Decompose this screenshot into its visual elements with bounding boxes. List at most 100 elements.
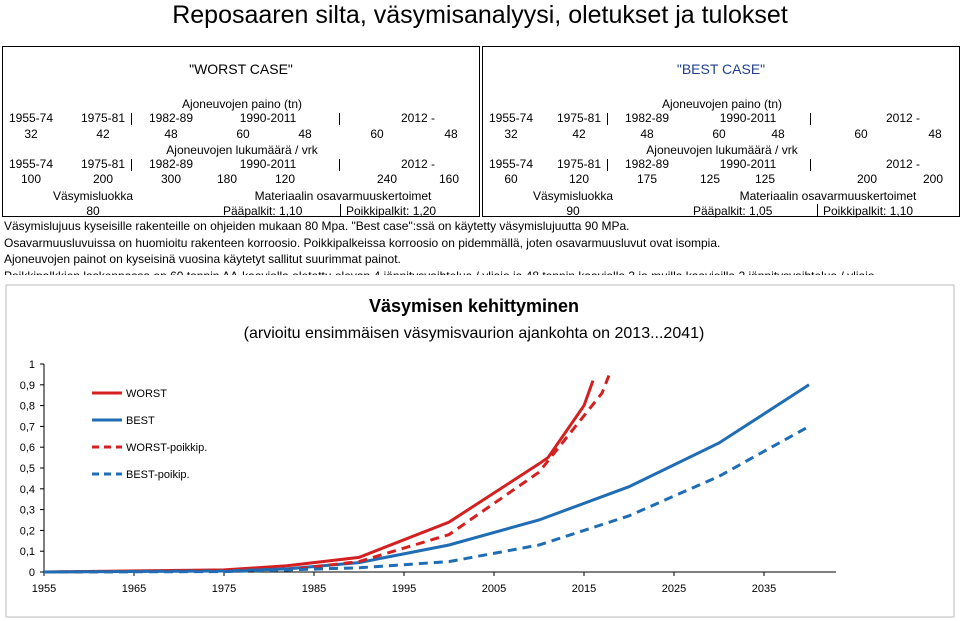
cross-beams-factor: Poikkipalkit: 1,20: [346, 204, 437, 218]
period-3: 1982-89: [624, 111, 670, 125]
count-period-1: 1955-74: [488, 157, 534, 171]
legend-label-1: WORST: [126, 388, 167, 400]
count-period-1: 1955-74: [8, 157, 54, 171]
y-tick-label: 1: [29, 359, 35, 371]
weight-4: 60: [236, 127, 250, 141]
series-line-3: [44, 369, 613, 574]
count-4: 180: [216, 172, 238, 186]
x-tick-label: 2015: [572, 583, 596, 595]
x-tick-label: 1995: [392, 583, 416, 595]
series-line-1: [44, 380, 595, 574]
count-period-2: 1975-81: [556, 157, 602, 171]
chart-subtitle: (arvioitu ensimmäisen väsymisvaurion aja…: [244, 325, 705, 342]
count-7: 160: [438, 172, 460, 186]
legend-label-2: BEST: [126, 415, 155, 427]
count-2: 200: [92, 172, 114, 186]
main-beams-factor: Pääpalkit: 1,10: [223, 204, 303, 218]
period-4: 1990-2011: [239, 111, 297, 125]
material-factors-label: Materiaalin osavarmuuskertoimet: [739, 189, 917, 203]
period-2: 1975-81: [556, 111, 602, 125]
weight-5: 48: [298, 127, 312, 141]
y-tick-label: 0,4: [20, 484, 35, 496]
x-tick-label: 2005: [482, 583, 506, 595]
x-tick-label: 1975: [212, 583, 236, 595]
count-5: 125: [754, 172, 776, 186]
y-tick-label: 0,5: [20, 463, 35, 475]
period-1: 1955-74: [8, 111, 54, 125]
material-factors-label: Materiaalin osavarmuuskertoimet: [254, 189, 432, 203]
count-period-3: 1982-89: [148, 157, 194, 171]
fatigue-class-value: 80: [86, 204, 100, 218]
count-4: 125: [699, 172, 721, 186]
y-tick-label: 0,7: [20, 421, 35, 433]
count-6: 240: [376, 172, 398, 186]
page-title: Reposaaren silta, väsymisanalyysi, oletu…: [172, 1, 788, 29]
x-tick-label: 1985: [302, 583, 326, 595]
count-5: 120: [274, 172, 296, 186]
legend-label-3: WORST-poikkip.: [126, 442, 207, 454]
y-tick-label: 0,8: [20, 401, 35, 413]
count-3: 300: [160, 172, 182, 186]
count-7: 200: [922, 172, 944, 186]
weight-2: 42: [572, 127, 586, 141]
fatigue-class-label: Väsymisluokka: [52, 189, 134, 203]
count-6: 200: [856, 172, 878, 186]
legend-label-4: BEST-poikip.: [126, 469, 190, 481]
x-tick-label: 2035: [752, 583, 776, 595]
weight-6: 60: [370, 127, 384, 141]
y-tick-label: 0,1: [20, 546, 35, 558]
weight-7: 48: [444, 127, 458, 141]
weight-3: 48: [164, 127, 178, 141]
count-period-4: 1990-2011: [239, 157, 297, 171]
weight-1: 32: [504, 127, 518, 141]
period-3: 1982-89: [148, 111, 194, 125]
best-case-heading: "BEST CASE": [676, 61, 766, 77]
chart-title: Väsymisen kehittyminen: [369, 296, 579, 316]
note-3: Ajoneuvojen painot on kyseisinä vuosina …: [4, 252, 401, 266]
x-tick-label: 1955: [32, 583, 56, 595]
y-tick-label: 0: [29, 567, 35, 579]
period-5: 2012 -: [885, 111, 921, 125]
fatigue-class-label: Väsymisluokka: [532, 189, 614, 203]
chart-series: [44, 369, 810, 574]
weight-2: 42: [96, 127, 110, 141]
weight-title: Ajoneuvojen paino (tn): [181, 97, 303, 111]
weight-7: 48: [928, 127, 942, 141]
count-period-4: 1990-2011: [719, 157, 777, 171]
count-period-5: 2012 -: [400, 157, 436, 171]
period-2: 1975-81: [80, 111, 126, 125]
count-1: 60: [504, 172, 518, 186]
count-2: 120: [568, 172, 590, 186]
best-case-panel: "BEST CASE" Ajoneuvojen paino (tn) 1955-…: [482, 46, 960, 218]
note-2: Osavarmuusluvuissa on huomioitu rakentee…: [4, 235, 721, 250]
period-4: 1990-2011: [719, 111, 777, 125]
cross-beams-factor: Poikkipalkit: 1,10: [823, 204, 914, 218]
x-tick-label: 1965: [122, 583, 146, 595]
count-title: Ajoneuvojen lukumäärä / vrk: [166, 143, 318, 157]
period-1: 1955-74: [488, 111, 534, 125]
chart-legend: WORST BEST WORST-poikkip. BEST-poikip.: [92, 388, 207, 481]
weight-title: Ajoneuvojen paino (tn): [661, 97, 783, 111]
count-1: 100: [20, 172, 42, 186]
chart-axes: 0 0,1 0,2 0,3 0,4 0,5 0,6 0,7 0,8 0,9 1 1955 1965 197…: [20, 359, 836, 595]
weight-6: 60: [854, 127, 868, 141]
worst-case-panel: "WORST CASE" Ajoneuvojen paino (tn) 1955…: [2, 46, 480, 218]
weight-4: 60: [712, 127, 726, 141]
y-tick-label: 0,2: [20, 525, 35, 537]
y-tick-label: 0,6: [20, 442, 35, 454]
count-title: Ajoneuvojen lukumäärä / vrk: [646, 143, 798, 157]
fatigue-chart: Väsymisen kehittyminen (arvioitu ensimmä…: [0, 275, 960, 621]
weight-1: 32: [24, 127, 38, 141]
count-period-2: 1975-81: [80, 157, 126, 171]
count-period-5: 2012 -: [885, 157, 921, 171]
count-3: 175: [636, 172, 658, 186]
y-tick-label: 0,3: [20, 505, 35, 517]
note-1: Väsymislujuus kyseisille rakenteille on …: [4, 219, 630, 233]
y-tick-label: 0,9: [20, 380, 35, 392]
weight-5: 48: [771, 127, 785, 141]
x-tick-label: 2025: [662, 583, 686, 595]
main-beams-factor: Pääpalkit: 1,05: [693, 204, 773, 218]
count-period-3: 1982-89: [624, 157, 670, 171]
worst-case-heading: "WORST CASE": [189, 61, 293, 77]
series-line-4: [44, 425, 810, 574]
